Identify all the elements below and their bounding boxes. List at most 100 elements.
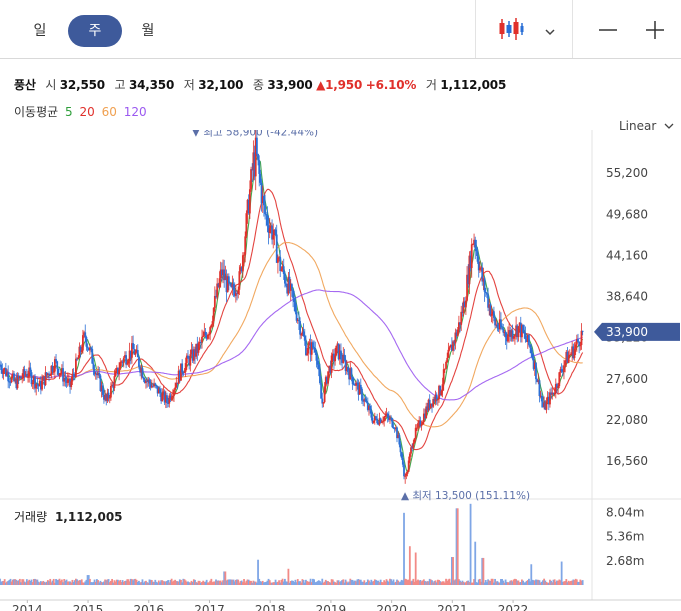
volume-bar [97,580,99,585]
candle-body [298,319,300,322]
candle-body [533,362,536,369]
candle-body [542,401,544,407]
period-tab-week[interactable]: 주 [68,15,122,47]
volume-bar [197,580,200,585]
candle-body [490,314,493,316]
candlestick-icon[interactable] [498,17,524,41]
candle-body [7,372,10,382]
candle-body [411,447,414,449]
minus-icon[interactable] [598,22,618,38]
volume-bar [343,582,346,585]
candle-body [104,394,106,400]
candle-body [491,311,494,315]
candle-body [191,349,194,361]
candle-body [128,350,131,362]
ma-120: 120 [123,105,147,119]
candle-body [448,347,451,350]
volume-bar [457,579,460,585]
candle-body [342,354,345,363]
candle-body [447,349,450,358]
candle-body [15,379,18,389]
volume-bar [574,578,577,585]
volume-bar [540,581,543,585]
volume-bar [76,579,78,585]
candle-body [410,447,412,454]
volume-bar [530,564,533,585]
chevron-down-icon[interactable] [544,22,556,36]
candle-body [287,276,290,294]
price-chart[interactable]: 55,20049,68044,16038,64033,12027,60022,0… [0,130,681,611]
candle-body [393,428,396,430]
volume-bar [23,581,26,585]
volume-bar [185,581,188,585]
scale-mode-dropdown[interactable]: Linear [619,119,674,133]
candle-body [64,377,67,381]
candle-body [86,346,89,348]
candle-body [570,353,572,355]
candle-body [299,321,301,335]
volume-bar [218,580,221,585]
period-tab-day[interactable]: 일 [33,23,47,39]
volume-bar [65,579,68,585]
volume-bar [189,582,192,585]
volume-bar [384,581,387,585]
candle-body [293,298,296,303]
volume-bar [122,581,125,585]
volume-bar [250,580,252,585]
volume-bar [39,581,42,585]
volume-bar [233,581,236,585]
candle-body [83,332,85,336]
toolbar-divider [572,0,573,58]
candle-body [247,199,250,214]
volume-bar [112,582,115,585]
candle-body [351,376,354,385]
candle-body [578,341,581,347]
candle-body [209,327,212,335]
volume-bar [31,582,34,585]
volume-bar [370,579,373,585]
volume-bar [392,579,395,585]
plus-icon[interactable] [645,20,665,40]
volume-bar [350,579,353,585]
volume-bar [373,579,376,585]
candle-body [124,355,126,358]
candle-body [217,283,220,287]
candle-body [502,328,505,333]
volume-bar [303,582,306,585]
candle-body [471,244,474,246]
volume-bar [164,581,167,585]
time-axis: 2014 2015 2016 2017 2018 2019 2020 2021 2022 [12,600,528,611]
volume-bar [298,581,300,585]
volume-bar [134,578,137,585]
candle-body [150,385,153,388]
candle-body [539,395,542,397]
volume-bar [578,581,581,585]
volume-bar [143,581,146,585]
candle-body [319,369,321,384]
candle-body [71,374,74,382]
candle-body [365,401,368,403]
volume-bar [103,581,105,585]
candle-body [324,377,327,387]
volume-bar [336,580,339,585]
candle-body [201,336,203,343]
candle-body [531,353,534,359]
candle-body [112,384,115,389]
candle-body [225,276,228,293]
candle-body [275,234,278,263]
volume-bar [155,581,158,585]
candle-body [72,374,75,376]
volume-tick-label: 2.68m [606,554,644,568]
volume-bar [389,578,391,585]
period-tab-month[interactable]: 월 [141,23,155,39]
volume-bar [316,581,319,585]
volume-bar [503,582,506,585]
volume-bar [254,581,257,585]
volume-bar [331,579,334,585]
candle-body [358,384,361,395]
volume-bar [238,582,241,585]
candle-body [35,383,38,389]
volume-bar [456,508,459,585]
volume-bar [69,581,71,585]
volume-bar [206,582,209,585]
